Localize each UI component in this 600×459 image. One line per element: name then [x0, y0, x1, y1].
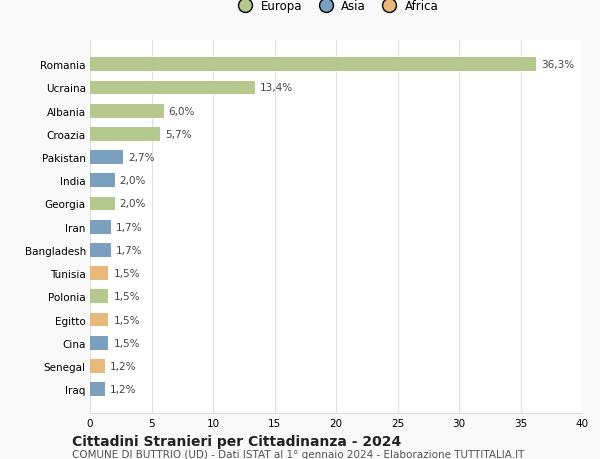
- Bar: [90, 267, 109, 280]
- Text: 1,7%: 1,7%: [116, 246, 142, 255]
- Bar: [90, 243, 111, 257]
- Text: 5,7%: 5,7%: [165, 129, 191, 140]
- Bar: [90, 220, 111, 234]
- Text: Cittadini Stranieri per Cittadinanza - 2024: Cittadini Stranieri per Cittadinanza - 2…: [72, 434, 401, 448]
- Bar: [90, 382, 105, 396]
- Text: 1,5%: 1,5%: [113, 315, 140, 325]
- Text: 1,2%: 1,2%: [110, 384, 136, 394]
- Text: 1,7%: 1,7%: [116, 222, 142, 232]
- Bar: [90, 128, 160, 141]
- Text: 1,5%: 1,5%: [113, 338, 140, 348]
- Bar: [90, 151, 123, 165]
- Text: 36,3%: 36,3%: [541, 60, 575, 70]
- Text: 2,0%: 2,0%: [119, 176, 146, 186]
- Text: 6,0%: 6,0%: [169, 106, 195, 117]
- Bar: [90, 105, 164, 118]
- Bar: [90, 290, 109, 303]
- Bar: [90, 81, 255, 95]
- Text: 13,4%: 13,4%: [260, 84, 293, 93]
- Bar: [90, 58, 536, 72]
- Text: 1,2%: 1,2%: [110, 361, 136, 371]
- Text: 2,0%: 2,0%: [119, 199, 146, 209]
- Bar: [90, 359, 105, 373]
- Text: 1,5%: 1,5%: [113, 291, 140, 302]
- Text: 1,5%: 1,5%: [113, 269, 140, 279]
- Text: COMUNE DI BUTTRIO (UD) - Dati ISTAT al 1° gennaio 2024 - Elaborazione TUTTITALIA: COMUNE DI BUTTRIO (UD) - Dati ISTAT al 1…: [72, 449, 524, 459]
- Legend: Europa, Asia, Africa: Europa, Asia, Africa: [229, 0, 443, 17]
- Bar: [90, 336, 109, 350]
- Bar: [90, 197, 115, 211]
- Text: 2,7%: 2,7%: [128, 153, 155, 163]
- Bar: [90, 313, 109, 327]
- Bar: [90, 174, 115, 188]
